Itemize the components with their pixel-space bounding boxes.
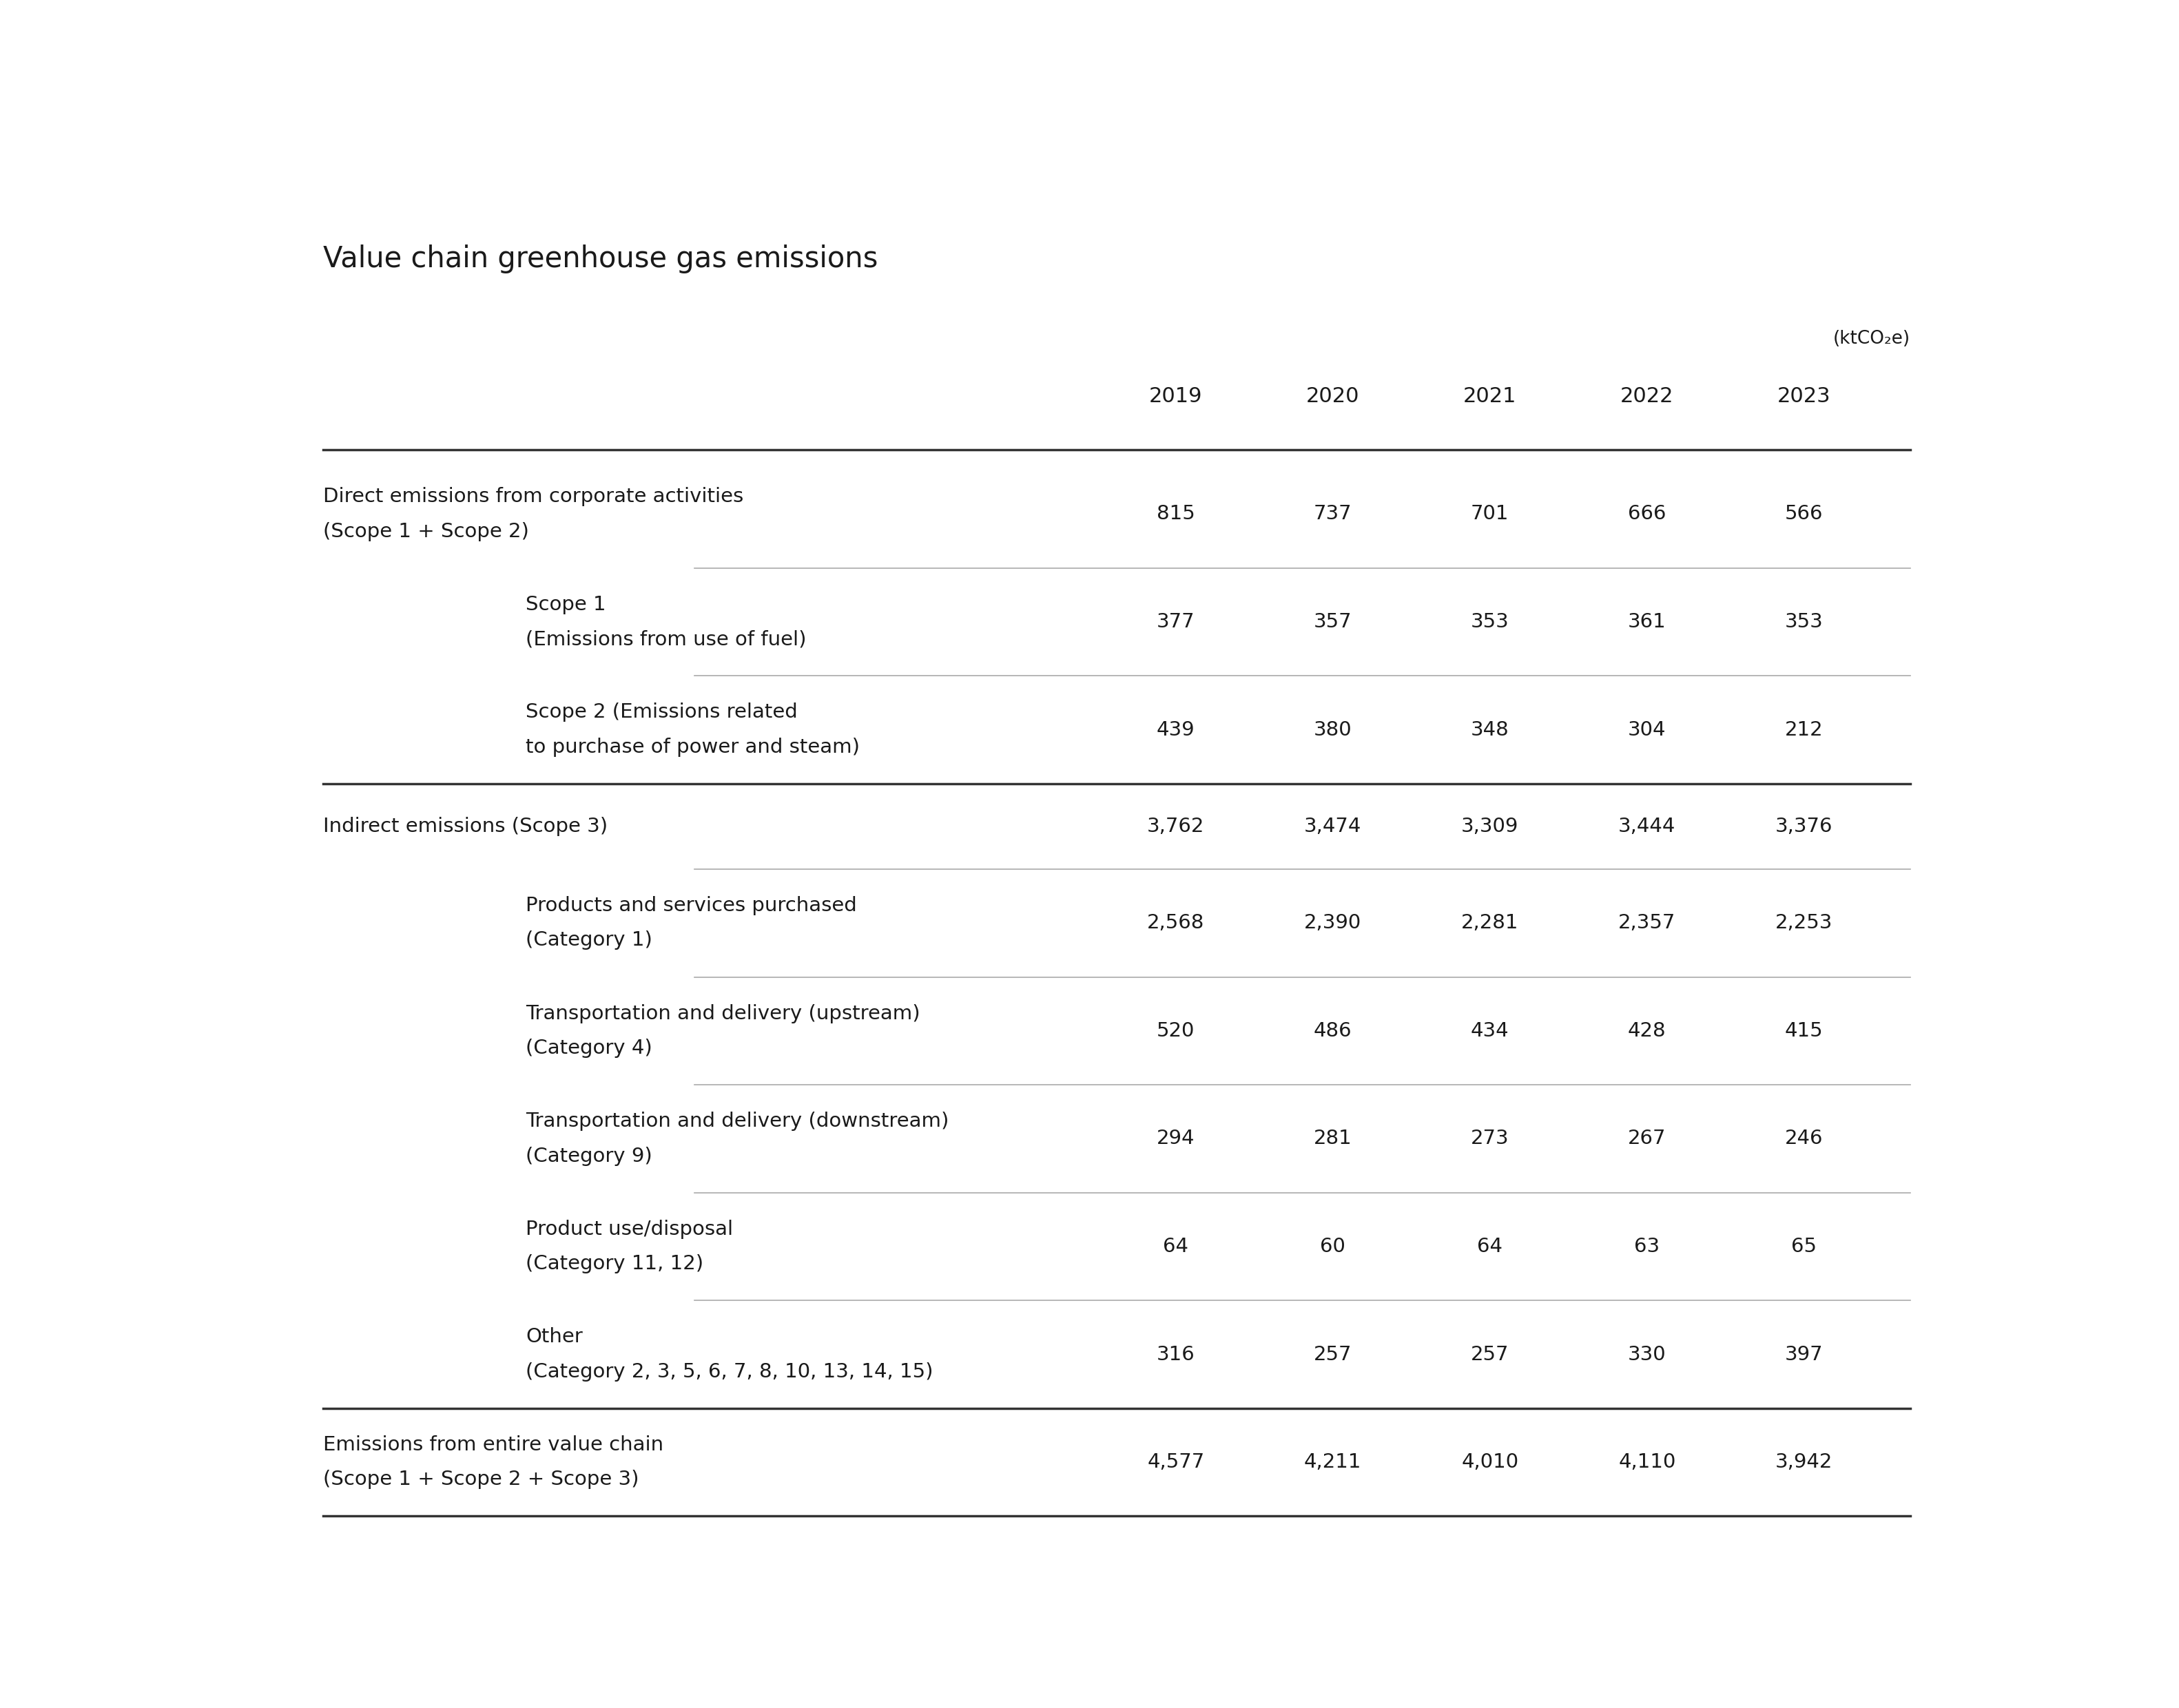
Text: 380: 380 — [1314, 721, 1351, 740]
Text: 353: 353 — [1785, 611, 1824, 632]
Text: Products and services purchased: Products and services purchased — [525, 897, 856, 915]
Text: 361: 361 — [1628, 611, 1667, 632]
Text: Product use/disposal: Product use/disposal — [525, 1220, 732, 1238]
Text: 520: 520 — [1157, 1021, 1194, 1040]
Text: 2,390: 2,390 — [1305, 914, 1362, 933]
Text: 353: 353 — [1471, 611, 1510, 632]
Text: 2,281: 2,281 — [1462, 914, 1519, 933]
Text: 60: 60 — [1320, 1237, 1347, 1255]
Text: 566: 566 — [1785, 504, 1824, 524]
Text: 3,762: 3,762 — [1146, 816, 1205, 835]
Text: 701: 701 — [1471, 504, 1510, 524]
Text: (Emissions from use of fuel): (Emissions from use of fuel) — [525, 630, 806, 649]
Text: 64: 64 — [1164, 1237, 1188, 1255]
Text: Value chain greenhouse gas emissions: Value chain greenhouse gas emissions — [322, 244, 878, 273]
Text: Indirect emissions (Scope 3): Indirect emissions (Scope 3) — [322, 816, 608, 835]
Text: 377: 377 — [1157, 611, 1194, 632]
Text: 2020: 2020 — [1305, 386, 1360, 407]
Text: 64: 64 — [1477, 1237, 1504, 1255]
Text: 4,577: 4,577 — [1146, 1452, 1205, 1472]
Text: (Category 2, 3, 5, 6, 7, 8, 10, 13, 14, 15): (Category 2, 3, 5, 6, 7, 8, 10, 13, 14, … — [525, 1361, 933, 1382]
Text: (ktCO₂e): (ktCO₂e) — [1833, 330, 1911, 348]
Text: 434: 434 — [1471, 1021, 1510, 1040]
Text: (Category 1): (Category 1) — [525, 931, 652, 950]
Text: 2021: 2021 — [1464, 386, 1517, 407]
Text: 3,942: 3,942 — [1776, 1452, 1833, 1472]
Text: 2019: 2019 — [1148, 386, 1203, 407]
Text: 348: 348 — [1471, 721, 1510, 740]
Text: 486: 486 — [1314, 1021, 1351, 1040]
Text: (Category 11, 12): (Category 11, 12) — [525, 1254, 704, 1274]
Text: (Scope 1 + Scope 2 + Scope 3): (Scope 1 + Scope 2 + Scope 3) — [322, 1471, 638, 1489]
Text: 3,444: 3,444 — [1619, 816, 1676, 835]
Text: 294: 294 — [1157, 1129, 1194, 1148]
Text: 257: 257 — [1471, 1344, 1510, 1365]
Text: 737: 737 — [1314, 504, 1351, 524]
Text: 428: 428 — [1628, 1021, 1667, 1040]
Text: 257: 257 — [1314, 1344, 1351, 1365]
Text: (Category 4): (Category 4) — [525, 1038, 652, 1057]
Text: 246: 246 — [1785, 1129, 1824, 1148]
Text: Scope 1: Scope 1 — [525, 594, 606, 615]
Text: 666: 666 — [1628, 504, 1667, 524]
Text: 3,376: 3,376 — [1776, 816, 1833, 835]
Text: 65: 65 — [1791, 1237, 1817, 1255]
Text: 357: 357 — [1314, 611, 1351, 632]
Text: Other: Other — [525, 1327, 582, 1346]
Text: 815: 815 — [1157, 504, 1194, 524]
Text: (Category 9): (Category 9) — [525, 1146, 652, 1167]
Text: Emissions from entire value chain: Emissions from entire value chain — [322, 1435, 662, 1455]
Text: 3,474: 3,474 — [1305, 816, 1362, 835]
Text: 439: 439 — [1157, 721, 1194, 740]
Text: 273: 273 — [1471, 1129, 1510, 1148]
Text: 267: 267 — [1628, 1129, 1667, 1148]
Text: to purchase of power and steam): to purchase of power and steam) — [525, 738, 861, 757]
Text: 2,357: 2,357 — [1619, 914, 1676, 933]
Text: 330: 330 — [1628, 1344, 1667, 1365]
Text: 212: 212 — [1785, 721, 1824, 740]
Text: 2,253: 2,253 — [1776, 914, 1833, 933]
Text: 281: 281 — [1314, 1129, 1353, 1148]
Text: Transportation and delivery (upstream): Transportation and delivery (upstream) — [525, 1004, 920, 1023]
Text: (Scope 1 + Scope 2): (Scope 1 + Scope 2) — [322, 521, 529, 541]
Text: 63: 63 — [1634, 1237, 1660, 1255]
Text: 4,110: 4,110 — [1619, 1452, 1676, 1472]
Text: Transportation and delivery (downstream): Transportation and delivery (downstream) — [525, 1112, 948, 1131]
Text: 4,010: 4,010 — [1462, 1452, 1519, 1472]
Text: 4,211: 4,211 — [1305, 1452, 1362, 1472]
Text: Direct emissions from corporate activities: Direct emissions from corporate activiti… — [322, 487, 743, 506]
Text: 397: 397 — [1785, 1344, 1824, 1365]
Text: 2,568: 2,568 — [1146, 914, 1205, 933]
Text: 316: 316 — [1157, 1344, 1194, 1365]
Text: 2022: 2022 — [1621, 386, 1673, 407]
Text: 2023: 2023 — [1778, 386, 1830, 407]
Text: 304: 304 — [1628, 721, 1667, 740]
Text: 3,309: 3,309 — [1462, 816, 1519, 835]
Text: Scope 2 (Emissions related: Scope 2 (Emissions related — [525, 702, 798, 722]
Text: 415: 415 — [1785, 1021, 1824, 1040]
